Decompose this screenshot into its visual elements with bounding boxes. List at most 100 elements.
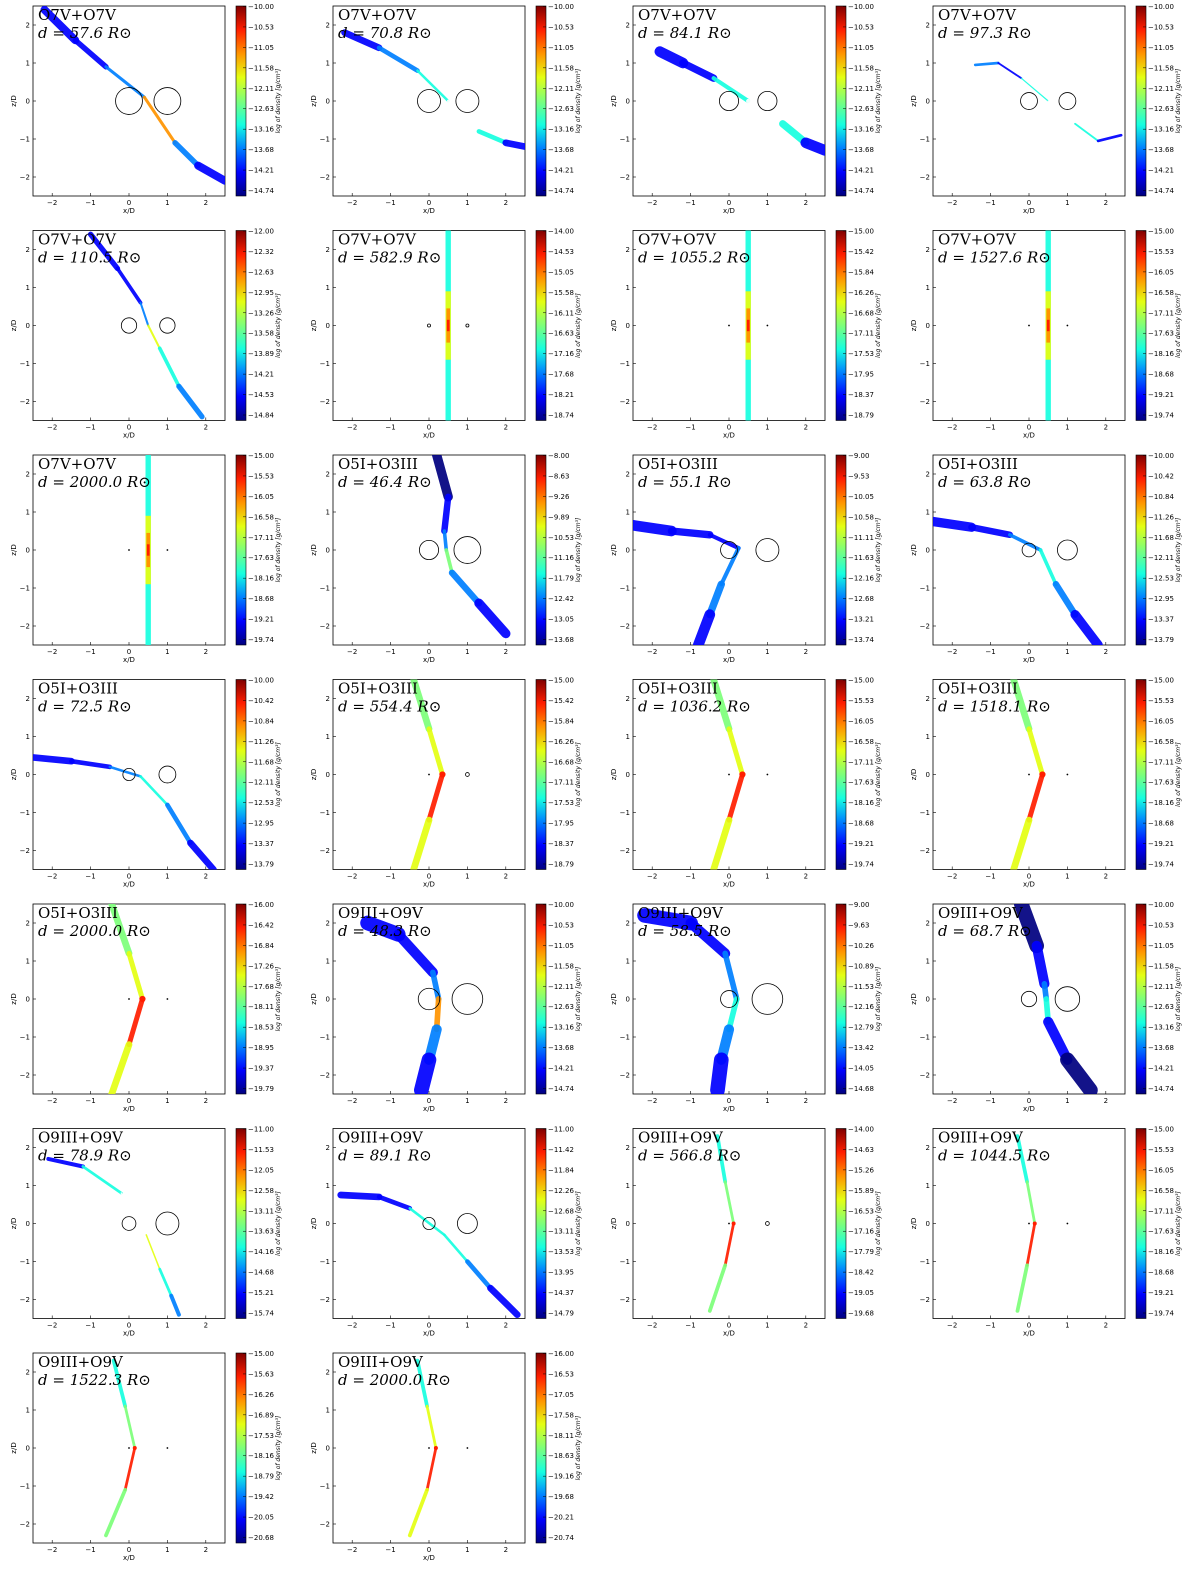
panel-distance: d = 1527.6 R⊙ [938,249,1051,267]
y-tick-label: −1 [320,1258,330,1266]
y-tick-label: −1 [320,809,330,817]
star-dot [1066,1222,1069,1225]
star-dot [428,773,430,776]
x-tick-label: 0 [127,1097,131,1105]
star-outline [755,538,780,562]
colorbar-tick-label: −13.42 [848,1044,874,1052]
star-outline [155,1211,180,1236]
colorbar-tick-label: −13.63 [248,1228,274,1236]
density-segment [139,775,169,807]
x-tick-label: 2 [504,648,508,656]
y-axis-label: z/D [310,95,318,106]
colorbar-tick-label: −17.26 [248,962,274,970]
colorbar-tick-label: −11.53 [848,983,874,991]
x-tick-label: 0 [127,424,131,432]
y-tick-label: 2 [326,1144,330,1152]
y-tick-label: 0 [626,547,630,555]
colorbar-tick-label: −13.11 [548,1228,574,1236]
colorbar [835,903,847,1095]
colorbar-tick-label: −14.74 [1148,1085,1174,1093]
density-segment [104,65,146,99]
colorbar-tick-label: −15.53 [248,472,274,480]
y-tick-label: 2 [326,1369,330,1377]
colorbar-tick-label: −17.63 [1148,1228,1174,1236]
x-tick-label: 0 [727,199,731,207]
colorbar-tick-label: −17.16 [548,350,574,358]
y-tick-label: −2 [620,398,630,406]
density-inner [745,230,751,421]
colorbar-tick-label: −16.05 [248,493,274,501]
x-tick-label: 0 [427,1546,431,1554]
y-tick-label: 0 [26,547,30,555]
density-segment [393,929,438,978]
density-segment [407,1487,429,1538]
colorbar-tick-label: −11.63 [848,554,874,562]
colorbar-tick-label: −12.63 [848,105,874,113]
y-tick-label: 2 [326,920,330,928]
colorbar-tick-label: −17.63 [848,779,874,787]
colorbar-tick-label: −16.58 [248,513,274,521]
colorbar-tick-label: −10.42 [1148,472,1174,480]
density-segment [1074,122,1100,142]
y-tick-label: −1 [620,809,630,817]
y-tick-label: −1 [320,1483,330,1491]
density-layer [360,915,442,1094]
y-tick-label: −2 [920,1296,930,1304]
colorbar [235,230,247,421]
colorbar-tick-label: −11.58 [548,64,574,72]
x-tick-label: 1 [465,1546,469,1554]
colorbar-tick-label: −12.05 [248,1166,274,1174]
density-segment [746,98,785,126]
y-tick-label: 2 [26,695,30,703]
y-axis-label: z/D [610,1218,618,1229]
x-tick-label: 0 [1027,1322,1031,1330]
colorbar-tick-label: −18.11 [248,1003,274,1011]
x-tick-label: 0 [427,648,431,656]
colorbar-tick-label: −17.58 [548,1411,574,1419]
y-tick-label: −1 [320,585,330,593]
density-segment [933,516,977,532]
density-segment [139,301,150,327]
x-axis-label: x/D [723,881,735,889]
x-tick-label: −2 [647,873,657,881]
colorbar-label: log of density [g/cm³] [875,68,882,133]
x-axis-label: x/D [123,432,135,440]
colorbar-tick-label: −16.05 [1148,268,1174,276]
y-tick-label: −2 [320,1072,330,1080]
panel-distance: d = 1036.2 R⊙ [638,698,751,716]
star-outline [427,323,431,328]
y-tick-label: 1 [26,1407,30,1415]
y-tick-label: 0 [926,771,930,779]
colorbar-tick-label: −12.58 [248,1187,274,1195]
y-tick-label: 2 [26,22,30,30]
colorbar-tick-label: −16.58 [1148,289,1174,297]
x-tick-label: −1 [385,424,395,432]
x-tick-label: 1 [465,199,469,207]
colorbar [1135,1128,1147,1319]
y-tick-label: −2 [920,847,930,855]
x-tick-label: −1 [385,1322,395,1330]
y-tick-label: −2 [20,1521,30,1529]
x-tick-label: −2 [947,1097,957,1105]
x-tick-label: −2 [647,1097,657,1105]
apex-core [731,1221,736,1226]
density-inner [633,519,741,645]
density-inner [1015,1134,1037,1313]
colorbar-tick-label: −17.11 [848,330,874,338]
x-axis-label: x/D [723,1105,735,1113]
density-layer [104,1358,137,1538]
colorbar-tick-label: −19.21 [248,616,274,624]
colorbar-tick-label: −16.05 [1148,717,1174,725]
colorbar-tick-label: −9.63 [848,921,869,929]
density-segment [120,1192,148,1236]
colorbar-tick-label: −10.53 [548,921,574,929]
density-segment [425,1446,438,1492]
colorbar [835,679,847,870]
colorbar-tick-label: −17.95 [548,820,574,828]
x-axis-label: x/D [423,1554,435,1562]
colorbar-tick-label: −17.68 [248,983,274,991]
density-segment [123,1446,137,1492]
colorbar-tick-label: −15.84 [848,268,874,276]
